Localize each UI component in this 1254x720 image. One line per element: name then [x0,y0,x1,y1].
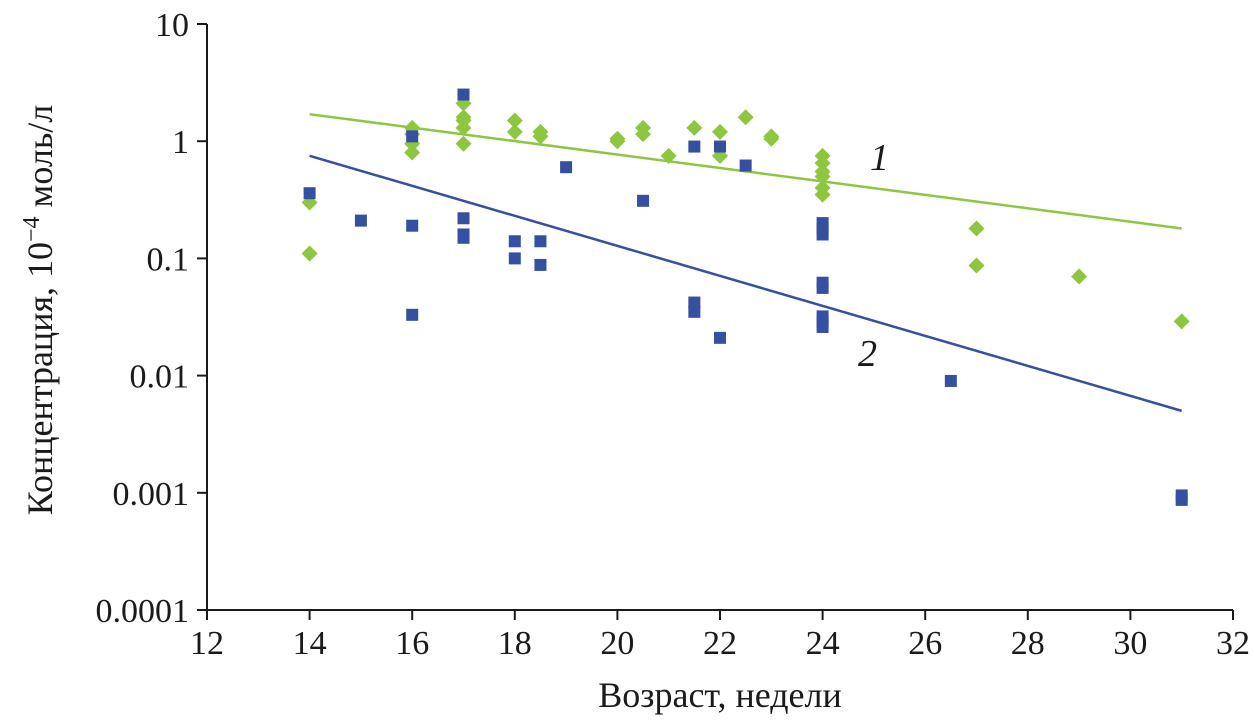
axes: 12 14 16 18 20 22 24 26 28 30 321010.10.010.0010.0… [96,7,1251,662]
point-series-2 [406,130,419,143]
trend-label-2: 2 [858,333,877,375]
point-series-1 [455,135,472,152]
y-axis-title-unit: моль/л [20,105,60,217]
point-series-1 [301,245,318,262]
x-axis-title: Возраст, недели [598,675,842,715]
point-series-2 [637,194,650,207]
point-series-1 [404,144,421,161]
x-tick-label: 30 [1113,625,1147,662]
point-series-1 [814,168,831,185]
point-series-2 [688,140,701,153]
point-series-2 [688,305,701,318]
point-series-1 [506,112,523,129]
point-series-2 [816,281,829,294]
x-tick-label: 28 [1011,625,1045,662]
y-axis-title-exponent: −4 [19,216,45,242]
y-tick-label: 0.01 [130,359,190,396]
point-series-1 [814,186,831,203]
x-tick-label: 14 [293,625,327,662]
point-series-2 [534,235,547,248]
y-tick-label: 0.0001 [96,593,190,630]
point-series-1 [506,123,523,140]
point-series-1 [635,126,652,143]
point-series-1 [968,257,985,274]
point-series-2 [508,252,521,265]
x-tick-label: 26 [908,625,942,662]
trend-lines [309,112,1183,413]
point-series-1 [763,130,780,147]
point-series-2 [406,219,419,232]
x-tick-label: 12 [190,625,224,662]
point-series-2 [1175,493,1188,506]
point-series-2 [714,140,726,153]
point-series-1 [1173,313,1190,330]
point-series-2 [714,331,726,344]
point-series-2 [303,187,316,200]
x-tick-label: 24 [806,625,840,662]
trend-label-1: 1 [870,137,889,179]
point-series-2 [457,88,470,101]
y-axis-title: Концентрация, 10−4 моль/л [19,105,60,515]
x-tick-label: 18 [498,625,532,662]
point-series-2 [508,235,521,248]
point-series-2 [688,296,701,309]
point-series-2 [560,161,573,174]
point-series-1 [814,155,831,172]
x-tick-label: 16 [395,625,429,662]
x-tick-label: 32 [1216,625,1250,662]
point-series-2 [944,374,957,387]
point-series-1 [532,128,549,145]
point-series-2 [739,159,752,172]
point-series-1 [737,109,754,126]
point-series-1 [968,220,985,237]
point-series-2 [457,231,470,244]
point-series-2 [354,214,367,227]
y-tick-label: 10 [155,7,189,44]
labels: Возраст, недели Концентрация, 10−4 моль/… [19,105,889,715]
point-series-1 [455,119,472,136]
y-tick-label: 0.1 [147,241,190,278]
point-series-2 [816,228,829,241]
y-axis-title-main: Концентрация, 10 [20,242,60,515]
trend-line-2 [309,154,1183,413]
point-series-2 [816,320,829,333]
point-series-1 [609,133,626,150]
x-tick-label: 20 [600,625,634,662]
x-tick-label: 22 [703,625,737,662]
point-series-1 [1071,268,1088,285]
point-series-1 [660,147,677,164]
point-series-1 [686,119,703,136]
point-series-2 [457,212,470,225]
point-series-2 [534,258,547,271]
point-series-2 [406,308,419,321]
y-tick-label: 0.001 [113,476,190,513]
point-series-1 [712,123,728,140]
data-points [301,88,1190,506]
y-tick-label: 1 [172,124,189,161]
